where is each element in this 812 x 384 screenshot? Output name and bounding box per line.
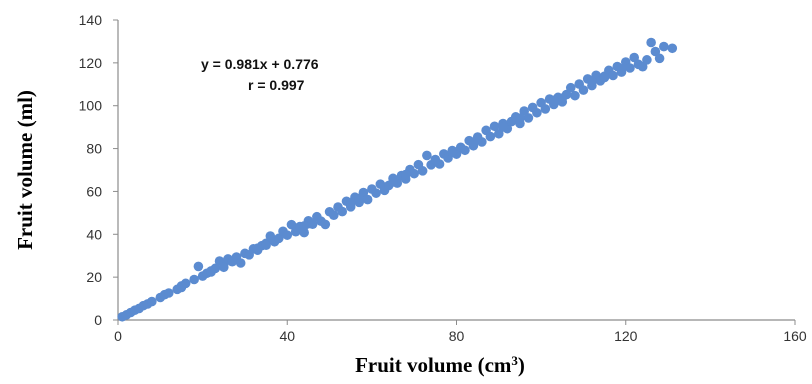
data-point	[523, 113, 534, 123]
data-point	[371, 188, 381, 198]
x-axis-title-superscript: 3	[511, 353, 518, 368]
data-point	[549, 95, 559, 106]
data-point	[489, 121, 500, 132]
data-point	[472, 134, 483, 145]
data-point	[642, 55, 652, 65]
data-point	[646, 37, 656, 48]
ticks: 0 40 80 120 160 0 20 40 60 80 100 120 140	[79, 12, 807, 344]
data-point	[189, 274, 199, 285]
data-point	[176, 281, 187, 291]
x-tick-label: 160	[783, 328, 807, 344]
data-point	[667, 43, 678, 54]
data-point	[587, 76, 597, 87]
data-point	[557, 93, 568, 103]
data-point	[252, 243, 263, 254]
data-points	[117, 37, 678, 322]
data-point	[532, 107, 542, 118]
data-point	[422, 150, 432, 161]
data-point	[299, 227, 309, 238]
x-axis-title: Fruit volume (cm3)	[355, 353, 525, 378]
y-tick-label: 80	[86, 141, 102, 157]
y-tick-label: 140	[79, 12, 103, 28]
data-point	[362, 194, 373, 205]
data-point	[616, 64, 627, 74]
data-point	[494, 128, 504, 139]
data-point	[540, 104, 551, 114]
data-point	[299, 221, 309, 231]
data-point	[430, 154, 441, 165]
data-point	[320, 219, 331, 230]
data-point	[388, 177, 398, 187]
data-point	[235, 258, 246, 268]
data-point	[400, 169, 411, 180]
y-axis-title: Fruit volume (ml)	[13, 90, 37, 250]
data-point	[206, 266, 216, 276]
x-tick-label: 40	[279, 328, 295, 344]
data-point	[286, 219, 297, 230]
data-point	[654, 53, 665, 64]
y-tick-label: 60	[86, 183, 102, 199]
data-point	[519, 106, 529, 116]
data-point	[498, 122, 508, 132]
y-tick-label: 20	[86, 269, 102, 285]
x-tick-label: 0	[114, 328, 122, 344]
data-point	[218, 262, 229, 273]
data-point	[515, 113, 525, 123]
y-tick-label: 40	[86, 226, 102, 242]
data-point	[565, 82, 576, 93]
data-point	[261, 240, 271, 251]
x-tick-label: 120	[614, 328, 638, 344]
data-point	[599, 72, 610, 83]
data-point	[570, 90, 580, 101]
data-point	[337, 206, 348, 217]
data-point	[460, 145, 470, 156]
x-axis-title-main: Fruit volume (cm	[355, 353, 512, 377]
data-point	[417, 166, 428, 176]
data-point	[409, 168, 419, 179]
x-axis-title-suffix: )	[518, 353, 525, 377]
x-tick-label: 80	[449, 328, 465, 344]
data-point	[147, 296, 157, 307]
data-point	[447, 147, 458, 158]
data-point	[578, 85, 589, 95]
data-point	[485, 131, 496, 142]
y-tick-label: 100	[79, 98, 103, 114]
data-point	[659, 41, 669, 52]
data-point	[354, 193, 364, 204]
data-point	[282, 230, 293, 240]
data-point	[608, 70, 618, 81]
data-point	[650, 46, 661, 57]
data-point	[163, 288, 174, 298]
data-point	[629, 52, 640, 63]
y-tick-label: 120	[79, 55, 103, 71]
correlation-coefficient: r = 0.997	[248, 77, 305, 93]
regression-equation: y = 0.981x + 0.776	[201, 56, 319, 72]
data-point	[193, 261, 204, 272]
data-point	[625, 63, 635, 73]
y-tick-label: 0	[94, 312, 102, 328]
data-point	[328, 210, 339, 221]
data-point	[637, 61, 648, 72]
data-point	[345, 197, 356, 208]
data-point	[273, 233, 284, 244]
